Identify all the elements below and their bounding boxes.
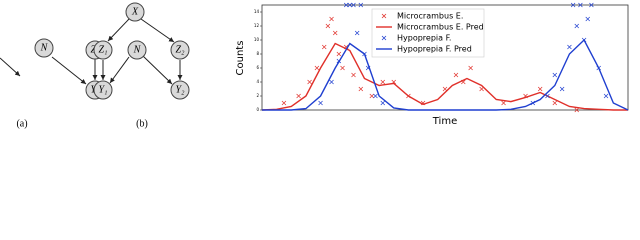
marker	[347, 2, 353, 8]
node-label: Z₁	[98, 44, 107, 55]
y-tick-label: 4	[256, 79, 259, 84]
marker	[574, 107, 580, 113]
node-label: Y₁	[98, 84, 107, 95]
caption: (b)	[136, 118, 148, 129]
node-label: N	[133, 44, 142, 55]
marker	[329, 16, 334, 22]
marker	[589, 2, 594, 8]
marker	[552, 100, 558, 106]
edge	[51, 56, 87, 85]
marker	[343, 2, 349, 8]
marker	[351, 2, 356, 8]
marker	[358, 86, 364, 92]
marker	[585, 16, 590, 22]
marker	[340, 65, 345, 71]
node-label: Z₂	[175, 44, 185, 55]
marker	[603, 93, 609, 99]
node: X	[125, 2, 145, 22]
marker	[332, 30, 338, 36]
marker	[537, 86, 543, 92]
node: Z₁	[93, 40, 113, 60]
legend-label: Hypoprepia F. Pred	[397, 45, 472, 54]
x-axis-label: Time	[432, 116, 457, 127]
node: N	[127, 40, 147, 60]
legend-label: Microcrambus E.	[397, 12, 463, 21]
y-tick-label: 12	[254, 23, 260, 28]
line	[261, 42, 628, 111]
marker	[570, 2, 576, 8]
legend-swatch	[381, 13, 387, 19]
node: Z₂	[170, 40, 190, 60]
line	[262, 38, 629, 111]
y-tick-label: 10	[254, 37, 260, 42]
node-label: X	[131, 6, 139, 17]
marker	[307, 79, 312, 85]
edge	[107, 18, 130, 42]
y-axis-label: Counts	[235, 41, 246, 76]
marker	[321, 44, 327, 50]
marker	[354, 30, 360, 36]
node-label: N	[40, 42, 49, 53]
marker	[351, 72, 356, 78]
marker	[380, 79, 386, 85]
node-label: Y₂	[175, 84, 185, 95]
legend-swatch	[381, 35, 387, 41]
marker	[318, 100, 323, 106]
y-tick-label: 2	[256, 93, 259, 98]
node: Y₂	[170, 80, 190, 100]
legend-label: Hypoprepia F.	[397, 34, 451, 43]
marker	[468, 65, 473, 71]
marker	[501, 100, 506, 106]
marker	[578, 2, 583, 8]
marker	[574, 23, 580, 29]
marker	[358, 2, 364, 8]
diagram-b: X Z₁ N Z₂ Y₁ Y₂ (b)	[93, 2, 190, 129]
node: Y₁	[93, 80, 113, 100]
marker	[329, 79, 334, 85]
y-tick-label: 8	[256, 51, 259, 56]
marker	[281, 100, 287, 106]
marker	[336, 51, 342, 57]
marker	[552, 72, 558, 78]
edge	[0, 57, 21, 77]
edge	[109, 56, 130, 84]
figure: N Z₂ Y₂ (a) X Z₁ N Z₂ Y₁ Y₂ (b) 0 2 4 6 8 10 1…	[0, 2, 629, 129]
y-tick-label: 6	[256, 65, 259, 70]
diagram-a: N Z₂ Y₂ (a)	[0, 38, 105, 129]
y-tick-label: 0	[256, 107, 259, 112]
chart: 0 2 4 6 8 10 12 14 Counts Time Microcrambus E. Micr…	[235, 2, 629, 127]
edge	[142, 55, 173, 85]
marker	[296, 93, 301, 99]
marker	[567, 44, 572, 50]
node: N	[34, 38, 54, 58]
marker	[314, 65, 320, 71]
marker	[453, 72, 459, 78]
y-tick-label: 14	[254, 9, 260, 14]
marker	[559, 86, 565, 92]
legend-label: Microcrambus E. Pred	[397, 23, 484, 32]
marker	[369, 93, 375, 99]
marker	[380, 100, 386, 106]
caption: (a)	[16, 118, 27, 129]
marker	[325, 23, 331, 29]
marker	[373, 93, 378, 99]
edge	[140, 18, 175, 43]
